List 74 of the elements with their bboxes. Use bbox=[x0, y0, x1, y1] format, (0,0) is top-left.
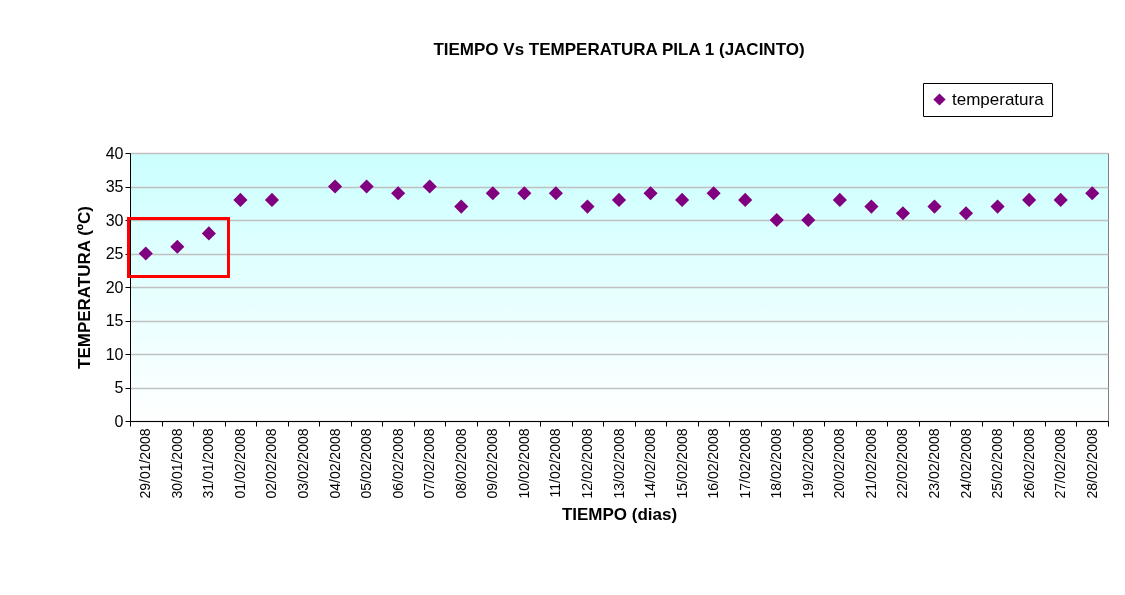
x-tick-label: 19/02/2008 bbox=[799, 428, 816, 499]
y-tick-label: 5 bbox=[114, 379, 124, 396]
point bbox=[801, 212, 816, 228]
point bbox=[769, 212, 784, 228]
point bbox=[895, 206, 911, 221]
x-tick-label: 12/02/2008 bbox=[578, 428, 595, 499]
y-tick-label: 20 bbox=[105, 278, 124, 296]
x-tick-label: 18/02/2008 bbox=[768, 428, 785, 499]
point bbox=[327, 179, 343, 194]
x-tick-label: 26/02/2008 bbox=[1020, 428, 1037, 499]
x-tick-label: 02/02/2008 bbox=[263, 428, 280, 499]
point bbox=[643, 186, 658, 201]
legend-label: temperatura bbox=[952, 89, 1045, 109]
x-tick-label: 11/02/2008 bbox=[547, 428, 564, 498]
x-tick-label: 31/01/2008 bbox=[200, 428, 217, 499]
x-tick-label: 21/02/2008 bbox=[862, 428, 879, 499]
point bbox=[359, 179, 374, 194]
x-tick-label: 24/02/2008 bbox=[957, 428, 974, 499]
point bbox=[201, 226, 216, 241]
point bbox=[1085, 186, 1100, 201]
y-tick-label: 10 bbox=[105, 345, 124, 363]
x-tick-label: 09/02/2008 bbox=[484, 428, 501, 499]
point bbox=[1053, 192, 1068, 207]
x-tick-label: 07/02/2008 bbox=[421, 428, 438, 499]
x-tick-label: 30/01/2008 bbox=[168, 428, 185, 499]
y-tick-label: 15 bbox=[105, 312, 124, 329]
x-tick-label: 01/02/2008 bbox=[231, 428, 248, 499]
point bbox=[738, 192, 753, 207]
x-tick-label: 25/02/2008 bbox=[989, 428, 1006, 499]
point bbox=[517, 186, 532, 201]
point bbox=[706, 186, 721, 201]
x-tick-label: 16/02/2008 bbox=[705, 428, 722, 499]
y-tick-label: 40 bbox=[105, 144, 124, 162]
x-tick-label: 22/02/2008 bbox=[894, 428, 911, 499]
point bbox=[1022, 192, 1037, 207]
chart-title: TIEMPO Vs TEMPERATURA PILA 1 (JACINTO) bbox=[433, 39, 805, 59]
y-tick-label: 35 bbox=[105, 178, 124, 195]
x-tick-label: 23/02/2008 bbox=[925, 428, 942, 499]
x-tick-label: 04/02/2008 bbox=[326, 428, 343, 499]
x-tick-label: 28/02/2008 bbox=[1083, 428, 1100, 499]
y-tick-label: 25 bbox=[105, 245, 124, 262]
x-tick-label: 03/02/2008 bbox=[295, 428, 312, 499]
x-tick-label: 29/01/2008 bbox=[137, 428, 154, 499]
x-tick-label: 05/02/2008 bbox=[358, 428, 375, 499]
x-tick-label: 27/02/2008 bbox=[1052, 428, 1069, 499]
point bbox=[927, 199, 942, 214]
y-tick-label: 0 bbox=[114, 412, 124, 430]
point bbox=[990, 199, 1005, 214]
point bbox=[138, 246, 153, 261]
point bbox=[832, 192, 847, 207]
y-tick-label: 30 bbox=[105, 211, 124, 229]
x-tick-label: 15/02/2008 bbox=[673, 428, 690, 499]
point bbox=[864, 199, 879, 214]
point bbox=[958, 206, 974, 221]
point bbox=[675, 192, 690, 207]
point bbox=[264, 192, 280, 207]
point bbox=[454, 199, 469, 214]
x-tick-label: 17/02/2008 bbox=[736, 428, 753, 499]
x-axis-title: TIEMPO (dias) bbox=[561, 504, 678, 524]
x-tick-label: 08/02/2008 bbox=[452, 428, 469, 499]
point bbox=[422, 179, 437, 194]
x-tick-label: 13/02/2008 bbox=[610, 428, 627, 499]
point bbox=[233, 192, 248, 207]
y-axis-title: TEMPERATURA (ºC) bbox=[74, 206, 94, 369]
x-tick-label: 10/02/2008 bbox=[515, 428, 532, 499]
point bbox=[170, 239, 185, 254]
point bbox=[548, 186, 563, 201]
point bbox=[580, 199, 595, 214]
x-tick-label: 20/02/2008 bbox=[831, 428, 848, 499]
point bbox=[391, 186, 406, 201]
x-tick-label: 06/02/2008 bbox=[389, 428, 406, 499]
point bbox=[485, 186, 500, 201]
point bbox=[611, 192, 627, 207]
x-tick-label: 14/02/2008 bbox=[642, 428, 659, 499]
